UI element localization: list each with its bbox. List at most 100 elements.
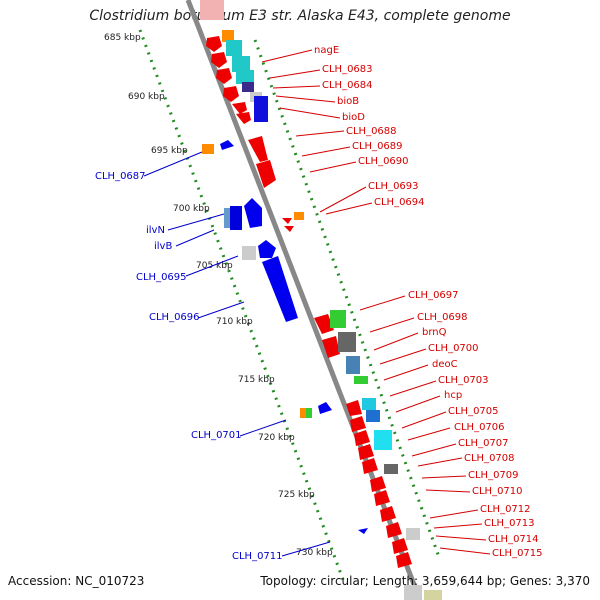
kbp-tick: 730 kbp xyxy=(296,548,333,558)
right-gene-labels: nagE CLH_0683 CLH_0684 bioB bioD CLH_068… xyxy=(314,45,543,559)
gene-label: CLH_0697 xyxy=(408,290,459,301)
gene-label: CLH_0698 xyxy=(417,312,468,323)
gene-label: bioB xyxy=(337,96,359,107)
gene-arrow xyxy=(258,240,276,258)
gene-label: bioD xyxy=(342,112,365,123)
kbp-tick: 690 kbp xyxy=(128,92,165,102)
gene-label: CLH_0695 xyxy=(136,272,187,283)
gene-arrow xyxy=(392,538,408,554)
gene-block xyxy=(406,528,420,540)
gene-arrow xyxy=(374,490,390,506)
kbp-tick: 685 kbp xyxy=(104,33,141,43)
gene-label: CLH_0703 xyxy=(438,375,489,386)
gene-block xyxy=(330,310,346,328)
gene-block xyxy=(384,464,398,474)
gene-label: CLH_0683 xyxy=(322,64,373,75)
gene-arrow xyxy=(380,506,396,522)
gene-label: CLH_0694 xyxy=(374,197,425,208)
gene-arrow xyxy=(282,218,292,224)
gene-label: ilvN xyxy=(146,225,165,236)
genome-summary-text: Topology: circular; Length: 3,659,644 bp… xyxy=(260,574,590,588)
gene-label: CLH_0710 xyxy=(472,486,523,497)
gene-block xyxy=(300,408,306,418)
gene-arrow xyxy=(244,198,262,228)
feature-blocks xyxy=(222,30,442,600)
gene-label: CLH_0711 xyxy=(232,551,283,562)
gene-arrow xyxy=(206,36,222,52)
gene-arrow xyxy=(358,444,374,460)
gene-arrow xyxy=(232,102,247,114)
gene-label: brnQ xyxy=(422,327,447,338)
gene-arrow xyxy=(370,476,386,492)
gene-block xyxy=(404,585,422,600)
gene-label: CLH_0713 xyxy=(484,518,535,529)
kbp-tick: 715 kbp xyxy=(238,375,275,385)
gene-arrow xyxy=(358,528,368,534)
gene-block xyxy=(362,398,376,410)
gene-label: CLH_0715 xyxy=(492,548,543,559)
gene-label: CLH_0687 xyxy=(95,171,146,182)
kbp-tick: 725 kbp xyxy=(278,490,315,500)
gene-arrow xyxy=(354,430,370,446)
gene-arrow xyxy=(362,458,378,474)
gene-block xyxy=(230,206,242,230)
accession-text: Accession: NC_010723 xyxy=(8,574,145,588)
gene-label: CLH_0688 xyxy=(346,126,397,137)
gene-label: CLH_0709 xyxy=(468,470,519,481)
gene-arrow xyxy=(248,136,268,162)
forward-genes xyxy=(206,36,412,568)
gene-arrow xyxy=(284,226,294,232)
gene-label: CLH_0700 xyxy=(428,343,479,354)
gene-block xyxy=(242,246,256,260)
gene-block xyxy=(232,56,250,72)
gene-label: nagE xyxy=(314,45,339,56)
gene-label: CLH_0706 xyxy=(454,422,505,433)
gene-block xyxy=(254,96,268,122)
gene-block xyxy=(366,410,380,422)
kbp-tick: 710 kbp xyxy=(216,317,253,327)
gene-label: hcp xyxy=(444,390,462,401)
gene-label: CLH_0693 xyxy=(368,181,419,192)
kbp-tick: 705 kbp xyxy=(196,261,233,271)
kbp-tick: 700 kbp xyxy=(173,204,210,214)
gene-block xyxy=(202,144,214,154)
gene-label: CLH_0701 xyxy=(191,430,242,441)
gene-arrow xyxy=(220,140,234,150)
gene-label: CLH_0689 xyxy=(352,141,403,152)
gene-arrow xyxy=(314,314,334,334)
gene-arrow xyxy=(396,552,412,568)
gene-label: CLH_0714 xyxy=(488,534,539,545)
gene-arrow xyxy=(350,416,366,432)
left-leaders xyxy=(143,151,331,557)
gene-block xyxy=(200,0,224,20)
gene-label: CLH_0696 xyxy=(149,312,200,323)
gene-block xyxy=(424,590,442,600)
gene-block xyxy=(338,332,356,352)
kbp-tick: 695 kbp xyxy=(151,146,188,156)
gene-arrow xyxy=(256,160,276,188)
gene-block xyxy=(236,70,254,84)
right-leaders xyxy=(261,49,491,555)
gene-block xyxy=(374,430,392,450)
gene-arrow xyxy=(318,402,332,414)
gene-arrow xyxy=(223,86,239,102)
gene-block xyxy=(226,40,242,56)
kbp-tick: 720 kbp xyxy=(258,433,295,443)
gene-label: CLH_0712 xyxy=(480,504,531,515)
gene-label: CLH_0708 xyxy=(464,453,515,464)
gene-block xyxy=(222,30,234,42)
gene-block xyxy=(346,356,360,374)
gene-arrow xyxy=(211,52,227,68)
gene-arrow xyxy=(262,256,298,322)
gene-block xyxy=(294,212,304,220)
reverse-genes xyxy=(202,140,368,534)
gene-block xyxy=(242,82,254,92)
gene-arrow xyxy=(346,400,362,416)
left-gene-labels: CLH_0687 ilvN ilvB CLH_0695 CLH_0696 CLH… xyxy=(95,171,283,562)
gene-label: deoC xyxy=(432,359,458,370)
gene-label: CLH_0690 xyxy=(358,156,409,167)
gene-label: ilvB xyxy=(154,241,172,252)
gene-arrow xyxy=(322,336,340,358)
kbp-ticks: 685 kbp 690 kbp 695 kbp 700 kbp 705 kbp … xyxy=(104,33,333,558)
